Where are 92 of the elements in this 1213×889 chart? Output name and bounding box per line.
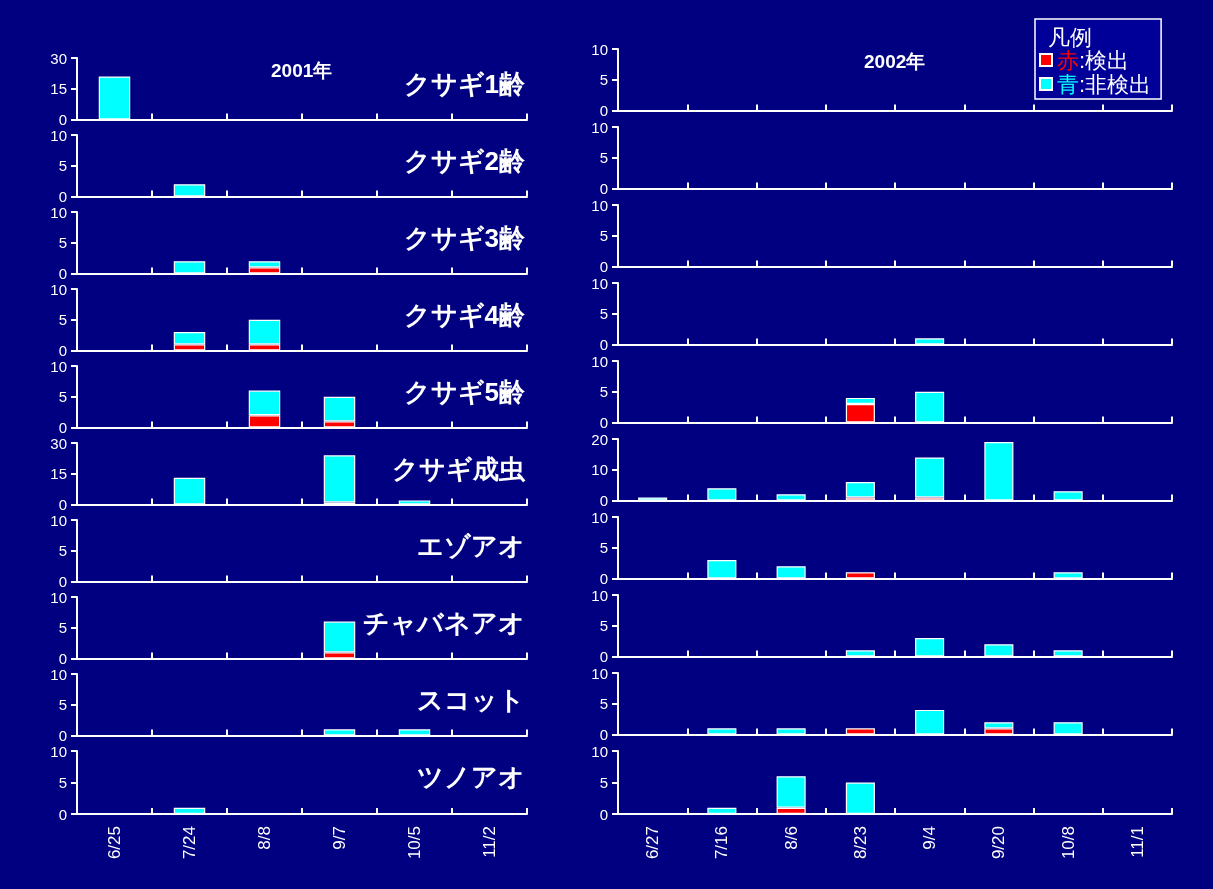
y-tick-label: 5: [599, 774, 608, 791]
y-tick-label: 0: [58, 650, 67, 667]
y-tick-label: 0: [599, 336, 608, 353]
chart-title: エゾアオ: [417, 531, 525, 561]
y-tick-label: 5: [599, 149, 608, 167]
y-tick-label: 10: [591, 118, 608, 136]
x-tick-label: 10/5: [405, 826, 424, 860]
y-tick-label: 0: [599, 180, 608, 197]
bar: [915, 457, 945, 498]
y-tick-label: 5: [58, 388, 67, 406]
y-tick-label: 0: [599, 102, 608, 119]
chart-title: クサギ成虫: [392, 454, 526, 484]
x-tick-label: 7/24: [180, 826, 199, 860]
y-tick-label: 10: [50, 280, 67, 298]
y-tick-label: 5: [58, 619, 67, 637]
y-tick-label: 0: [599, 726, 608, 743]
y-tick-label: 10: [50, 511, 67, 529]
y-tick-label: 5: [58, 696, 67, 714]
y-tick-label: 30: [50, 434, 67, 452]
chart-title: クサギ1齢: [403, 69, 526, 99]
chart-subtitle: 2001年: [271, 60, 333, 81]
y-tick-label: 0: [58, 727, 67, 744]
x-tick-label: 8/6: [781, 826, 801, 850]
x-tick-label: 9/7: [330, 826, 349, 850]
chart-title: クサギ2齢: [403, 146, 526, 176]
y-tick-label: 15: [50, 465, 67, 483]
y-tick-label: 5: [599, 617, 608, 635]
x-tick-label: 6/27: [643, 826, 663, 860]
legend-label: 赤:検出: [1057, 47, 1130, 73]
y-tick-label: 10: [591, 586, 608, 604]
y-tick-label: 5: [599, 539, 608, 557]
legend-title: 凡例: [1048, 24, 1092, 50]
y-tick-label: 5: [58, 157, 67, 175]
chart-subtitle: 2002年: [864, 51, 926, 72]
y-tick-label: 0: [58, 342, 67, 359]
chart-title: チャバネアオ: [363, 608, 525, 638]
y-tick-label: 5: [58, 774, 67, 791]
y-tick-label: 0: [58, 805, 67, 823]
y-tick-label: 15: [50, 80, 67, 98]
x-tick-label: 6/25: [105, 826, 124, 860]
y-tick-label: 5: [599, 71, 608, 89]
y-tick-label: 10: [50, 357, 67, 375]
y-tick-label: 5: [599, 305, 608, 323]
y-tick-label: 10: [50, 588, 67, 606]
y-tick-label: 10: [50, 665, 67, 683]
y-tick-label: 0: [599, 648, 608, 665]
x-tick-label: 7/16: [712, 826, 732, 860]
y-tick-label: 10: [591, 196, 608, 214]
x-tick-label: 11/1: [1127, 826, 1147, 858]
y-tick-label: 10: [591, 461, 608, 479]
y-tick-label: 0: [599, 805, 608, 823]
y-tick-label: 0: [58, 496, 67, 513]
y-tick-label: 0: [599, 414, 608, 431]
x-tick-label: 8/23: [850, 826, 870, 860]
y-tick-label: 0: [58, 419, 67, 436]
chart-title: クサギ3齢: [403, 223, 526, 253]
y-tick-label: 10: [591, 508, 608, 526]
chart-title: スコット: [417, 685, 525, 715]
y-tick-label: 30: [50, 49, 67, 67]
y-tick-label: 10: [50, 742, 67, 760]
y-tick-label: 10: [50, 126, 67, 144]
y-tick-label: 5: [599, 227, 608, 245]
x-tick-label: 8/8: [255, 826, 274, 850]
legend-label: 青:非検出: [1057, 71, 1152, 97]
y-tick-label: 10: [591, 742, 608, 760]
chart-title: クサギ4齢: [403, 300, 526, 330]
y-tick-label: 0: [599, 570, 608, 587]
y-tick-label: 10: [591, 40, 608, 58]
y-tick-label: 0: [58, 111, 67, 128]
bar: [323, 455, 356, 503]
chart-title: クサギ5齢: [403, 377, 526, 407]
y-tick-label: 10: [591, 664, 608, 682]
y-tick-label: 0: [599, 492, 608, 509]
y-tick-label: 5: [58, 311, 67, 329]
chart-title: ツノアオ: [417, 762, 525, 792]
y-tick-label: 0: [599, 258, 608, 275]
y-tick-label: 0: [58, 188, 67, 205]
x-tick-label: 9/4: [920, 826, 940, 850]
x-tick-label: 9/20: [989, 826, 1009, 860]
y-tick-label: 5: [58, 542, 67, 560]
x-tick-label: 11/2: [480, 826, 499, 858]
y-tick-label: 5: [599, 695, 608, 713]
y-tick-label: 0: [58, 573, 67, 590]
y-tick-label: 10: [50, 203, 67, 221]
y-tick-label: 20: [591, 430, 608, 448]
y-tick-label: 5: [58, 234, 67, 252]
y-tick-label: 5: [599, 383, 608, 401]
y-tick-label: 10: [591, 274, 608, 292]
x-tick-label: 10/8: [1058, 826, 1078, 860]
bar: [845, 482, 875, 498]
y-tick-label: 10: [591, 352, 608, 370]
y-tick-label: 0: [58, 265, 67, 282]
